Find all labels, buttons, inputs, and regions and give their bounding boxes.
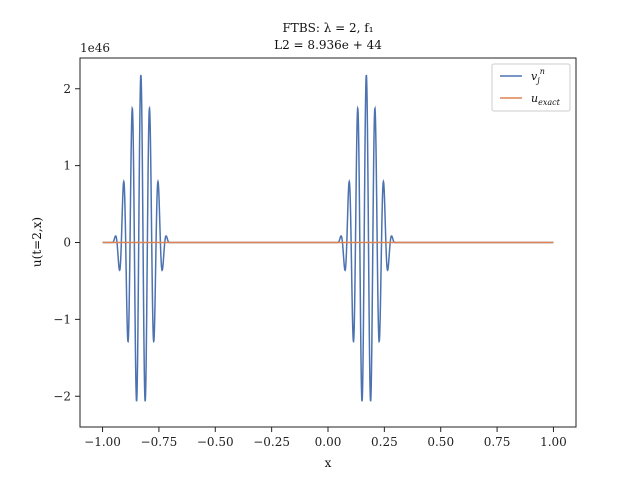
x-axis-label: x: [325, 456, 332, 470]
ticks-layer: −1.00 −0.75 −0.50 −0.25 0.00 0.25 0.50 0.75 1.00…: [53, 82, 567, 449]
x-tick-label: 1.00: [540, 435, 567, 449]
x-tick-label: −0.25: [253, 435, 290, 449]
y-tick-label: −1: [53, 312, 71, 326]
y-tick-label: 2: [63, 82, 71, 96]
x-tick-label: 0.75: [484, 435, 511, 449]
x-tick-label: 0.25: [371, 435, 398, 449]
legend: vjn uexact: [491, 63, 571, 112]
y-offset-text: 1e46: [80, 41, 110, 55]
y-tick-label: 0: [63, 236, 71, 250]
series-line-v: [102, 74, 554, 402]
x-tick-label: −0.50: [197, 435, 234, 449]
x-tick-label: −1.00: [84, 435, 121, 449]
x-tick-label: −0.75: [141, 435, 178, 449]
y-axis-label: u(t=2,x): [30, 217, 44, 267]
x-tick-label: 0.00: [315, 435, 342, 449]
y-tick-label: 1: [63, 159, 71, 173]
chart-title: FTBS: λ = 2, f₁: [282, 21, 373, 35]
series-layer: [102, 74, 554, 402]
chart-subtitle: L2 = 8.936e + 44: [274, 38, 382, 52]
x-tick-label: 0.50: [427, 435, 454, 449]
y-tick-label: −2: [53, 389, 71, 403]
